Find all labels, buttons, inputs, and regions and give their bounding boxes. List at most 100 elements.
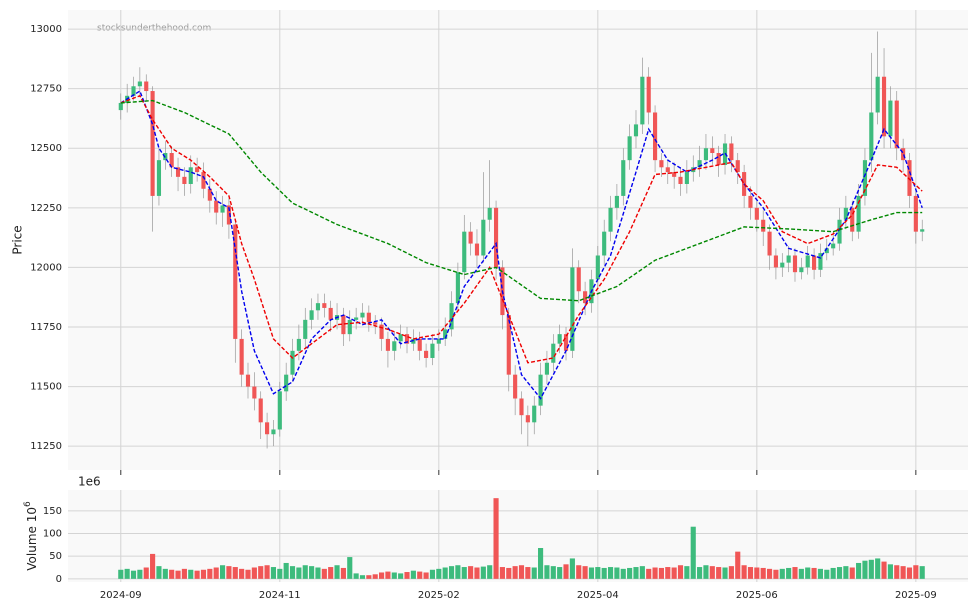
y-tick-label: 11500 bbox=[30, 382, 62, 393]
candle-body bbox=[360, 312, 365, 318]
volume-bar bbox=[779, 568, 785, 579]
candle-body bbox=[220, 205, 225, 213]
volume-bar bbox=[302, 565, 308, 579]
candle-body bbox=[144, 81, 149, 92]
volume-bar bbox=[830, 567, 836, 579]
volume-bar bbox=[124, 568, 130, 579]
volume-bar bbox=[264, 565, 270, 579]
volume-bar bbox=[321, 568, 327, 579]
volume-panel bbox=[68, 490, 968, 582]
candle-body bbox=[392, 341, 397, 351]
candle-body bbox=[780, 262, 785, 268]
volume-bar bbox=[684, 566, 690, 579]
volume-bar bbox=[658, 567, 664, 579]
candle-body bbox=[532, 405, 537, 423]
candle-body bbox=[678, 176, 683, 184]
volume-bar bbox=[347, 557, 353, 579]
volume-bar bbox=[894, 565, 900, 579]
candle-body bbox=[684, 172, 689, 184]
volume-bar bbox=[213, 567, 219, 579]
candle-body bbox=[875, 76, 880, 113]
candle-body bbox=[188, 167, 193, 184]
candle-body bbox=[850, 207, 855, 232]
y-axis-label: Price bbox=[11, 225, 25, 254]
volume-bar bbox=[607, 567, 614, 579]
candle-body bbox=[614, 195, 619, 208]
volume-bar bbox=[372, 574, 378, 579]
candle-body bbox=[576, 267, 581, 292]
candle-body bbox=[767, 231, 772, 256]
candle-body bbox=[252, 386, 257, 399]
volume-bar bbox=[442, 567, 448, 579]
volume-bar bbox=[760, 567, 766, 579]
volume-bar bbox=[824, 569, 830, 579]
volume-bar bbox=[786, 567, 792, 579]
candle-body bbox=[735, 160, 740, 173]
y-tick-label: 11750 bbox=[30, 322, 62, 333]
volume-bar bbox=[595, 567, 601, 579]
candle-body bbox=[665, 167, 670, 173]
volume-bar bbox=[130, 570, 137, 579]
volume-bar bbox=[747, 567, 754, 579]
volume-tick-label: 100 bbox=[43, 529, 62, 540]
candle-body bbox=[481, 219, 486, 256]
candle-body bbox=[633, 124, 639, 137]
candle-body bbox=[538, 374, 543, 406]
y-tick-label: 12000 bbox=[30, 262, 62, 273]
volume-bar bbox=[296, 567, 302, 579]
volume-bar bbox=[461, 567, 467, 579]
volume-bar bbox=[379, 572, 385, 579]
x-tick-label: 2025-09 bbox=[895, 590, 937, 601]
volume-bar bbox=[239, 568, 245, 579]
volume-bar bbox=[468, 566, 474, 579]
watermark: stocksunderthehood.com bbox=[97, 24, 211, 34]
candle-body bbox=[411, 338, 416, 344]
volume-bar bbox=[391, 572, 397, 579]
candle-body bbox=[296, 338, 301, 351]
volume-bar bbox=[811, 567, 817, 579]
volume-bar bbox=[614, 567, 620, 579]
candle-body bbox=[341, 315, 346, 335]
candle-body bbox=[653, 112, 658, 161]
candle-body bbox=[506, 315, 511, 375]
candle-body bbox=[277, 391, 282, 430]
volume-bar bbox=[512, 566, 518, 579]
volume-bar bbox=[722, 567, 728, 579]
candle-body bbox=[201, 172, 206, 189]
volume-bar bbox=[836, 567, 843, 579]
candle-body bbox=[169, 153, 174, 168]
candle-body bbox=[710, 148, 715, 154]
candle-body bbox=[385, 338, 390, 351]
volume-bar bbox=[417, 571, 423, 579]
candle-body bbox=[729, 143, 734, 161]
volume-label-exponent: 6 bbox=[23, 501, 33, 507]
candle-body bbox=[602, 231, 607, 256]
volume-bar bbox=[175, 570, 181, 579]
candle-body bbox=[424, 350, 429, 358]
volume-bar bbox=[226, 566, 232, 579]
volume-bar bbox=[817, 568, 824, 579]
volume-bar bbox=[474, 567, 480, 579]
candle-body bbox=[182, 176, 187, 184]
candle-body bbox=[907, 160, 912, 196]
candle-body bbox=[175, 167, 181, 177]
volume-bar bbox=[563, 564, 569, 579]
volume-bar bbox=[232, 567, 238, 579]
moving-average bbox=[120, 89, 923, 400]
volume-bar bbox=[805, 567, 811, 579]
candle-body bbox=[354, 317, 359, 320]
volume-bar bbox=[493, 498, 499, 579]
volume-bar bbox=[557, 567, 563, 579]
volume-bar bbox=[366, 575, 372, 579]
candle-body bbox=[881, 76, 887, 137]
volume-bar bbox=[716, 567, 722, 579]
volume-bar bbox=[162, 568, 168, 579]
y-tick-label: 12250 bbox=[30, 203, 62, 214]
volume-bar bbox=[200, 569, 207, 579]
candle-body bbox=[563, 334, 569, 351]
volume-bar bbox=[480, 566, 486, 579]
volume-bar bbox=[849, 567, 855, 579]
candle-body bbox=[818, 253, 823, 270]
candle-body bbox=[754, 207, 759, 220]
volume-bar bbox=[754, 567, 760, 579]
